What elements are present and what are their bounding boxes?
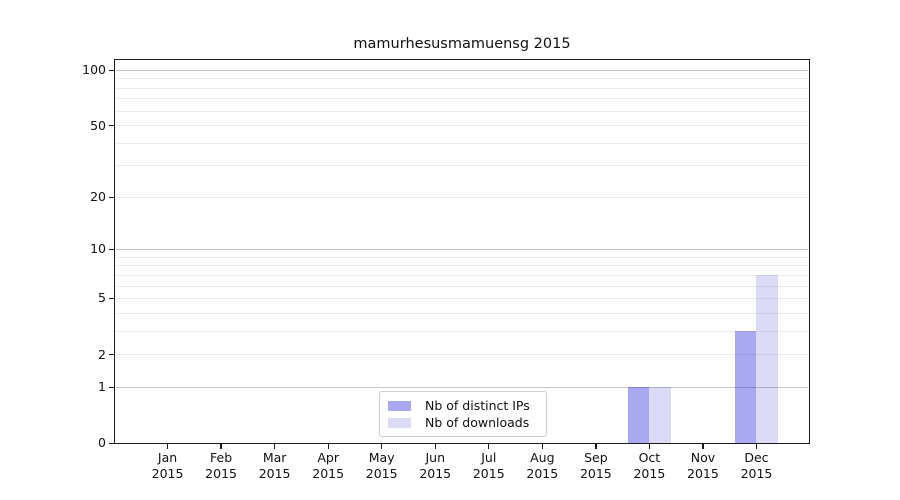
gridline-major — [116, 248, 808, 250]
gridline-minor — [116, 98, 808, 100]
y-tick-label: 20 — [90, 189, 106, 205]
gridline-major — [116, 69, 808, 71]
x-axis-tick — [702, 444, 704, 449]
y-tick-label: 0 — [98, 435, 106, 451]
legend: Nb of distinct IPs Nb of downloads — [379, 391, 547, 437]
x-axis-tick — [381, 444, 383, 449]
y-tick-label: 100 — [82, 62, 106, 78]
gridline-minor — [116, 142, 808, 144]
x-tick-label: Apr 2015 — [312, 450, 345, 481]
gridline-minor — [116, 125, 808, 127]
gridline-major — [116, 386, 808, 388]
gridline-minor — [116, 165, 808, 167]
y-axis-tick — [108, 442, 114, 444]
x-axis-tick — [595, 444, 597, 449]
y-tick-label: 10 — [90, 241, 106, 257]
y-axis-tick — [108, 386, 114, 388]
x-axis-tick — [755, 444, 758, 449]
x-tick-label: May 2015 — [365, 450, 398, 481]
gridline-minor — [116, 196, 808, 198]
x-tick-label: Sep 2015 — [579, 450, 612, 481]
gridline-minor — [116, 110, 808, 112]
chart-title: mamurhesusmamuensg 2015 — [353, 36, 571, 52]
legend-label-downloads: Nb of downloads — [425, 415, 530, 430]
y-axis-tick — [108, 297, 114, 300]
x-axis-tick — [648, 444, 651, 449]
gridline-minor — [116, 285, 808, 287]
x-tick-label: Jun 2015 — [419, 450, 452, 481]
legend-item-downloads: Nb of downloads — [388, 415, 538, 430]
y-axis-tick — [108, 248, 114, 251]
y-tick-label: 1 — [98, 379, 106, 395]
x-axis-tick — [327, 444, 329, 449]
gridline-minor — [116, 312, 808, 314]
gridline-minor — [116, 87, 808, 89]
gridline-minor — [116, 78, 808, 80]
x-tick-label: Oct 2015 — [633, 450, 666, 481]
legend-swatch-distinct-ips — [388, 400, 411, 411]
x-tick-label: Nov 2015 — [687, 450, 719, 481]
gridline-minor — [116, 354, 808, 355]
y-axis-tick — [108, 196, 114, 198]
gridline-minor — [116, 330, 808, 332]
gridline-minor — [116, 265, 808, 267]
x-tick-label: Jan 2015 — [151, 450, 184, 481]
x-axis-tick — [220, 444, 222, 449]
legend-item-distinct-ips: Nb of distinct IPs — [388, 398, 538, 413]
x-tick-label: Feb 2015 — [205, 450, 237, 481]
x-axis-tick — [434, 444, 436, 449]
y-tick-label: 50 — [90, 117, 106, 133]
legend-swatch-downloads — [388, 417, 411, 428]
x-tick-label: Aug 2015 — [526, 450, 559, 481]
bar-distinct-ips — [628, 387, 650, 443]
y-tick-label: 5 — [98, 290, 106, 306]
y-axis-tick — [108, 353, 114, 356]
gridline-minor — [116, 274, 808, 276]
gridline-minor — [116, 256, 808, 258]
x-axis-tick — [273, 444, 276, 449]
bar-distinct-ips — [735, 331, 757, 443]
x-axis-tick — [541, 444, 543, 449]
x-axis-tick — [166, 444, 169, 449]
x-tick-label: Jul 2015 — [472, 450, 505, 481]
legend-label-distinct-ips: Nb of distinct IPs — [425, 398, 530, 413]
y-axis-tick — [108, 69, 114, 71]
x-axis-tick — [488, 444, 490, 449]
x-tick-label: Mar 2015 — [258, 450, 291, 481]
plot-area — [114, 59, 810, 444]
bar-downloads — [756, 275, 778, 443]
y-axis-tick — [108, 124, 114, 127]
x-tick-label: Dec 2015 — [740, 450, 773, 481]
gridline-minor — [116, 297, 808, 299]
bar-downloads — [649, 387, 671, 443]
y-tick-label: 2 — [98, 346, 106, 362]
